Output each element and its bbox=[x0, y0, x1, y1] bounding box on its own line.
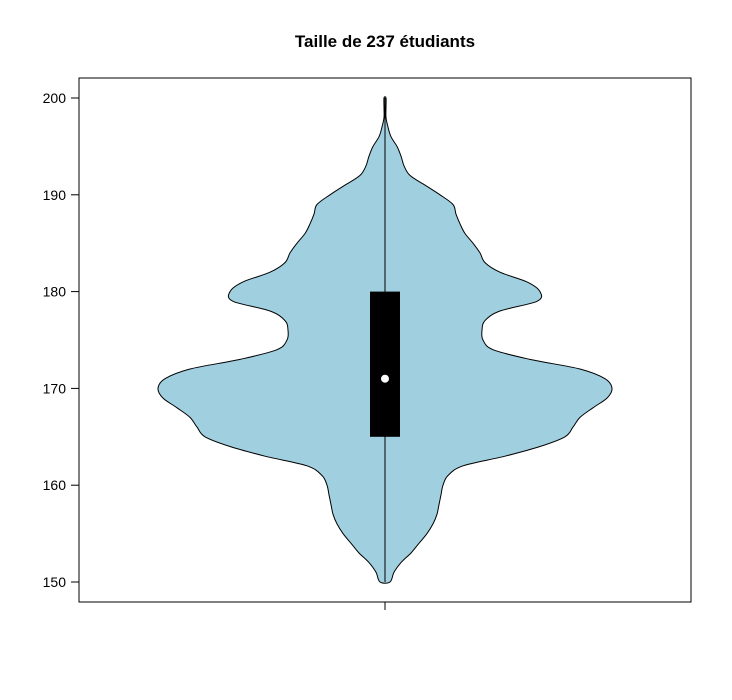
iqr-box bbox=[370, 291, 400, 437]
median-point bbox=[381, 374, 389, 383]
y-tick-label: 180 bbox=[43, 284, 67, 300]
y-tick-label: 200 bbox=[43, 90, 67, 106]
chart-title: Taille de 237 étudiants bbox=[295, 32, 475, 51]
box-layer bbox=[370, 98, 400, 582]
y-tick-label: 190 bbox=[43, 187, 67, 203]
y-tick-label: 150 bbox=[43, 574, 67, 590]
y-axis-ticks: 150 160 170 180 190 200 bbox=[43, 90, 79, 590]
y-tick-label: 170 bbox=[43, 380, 67, 396]
y-tick-label: 160 bbox=[43, 477, 67, 493]
